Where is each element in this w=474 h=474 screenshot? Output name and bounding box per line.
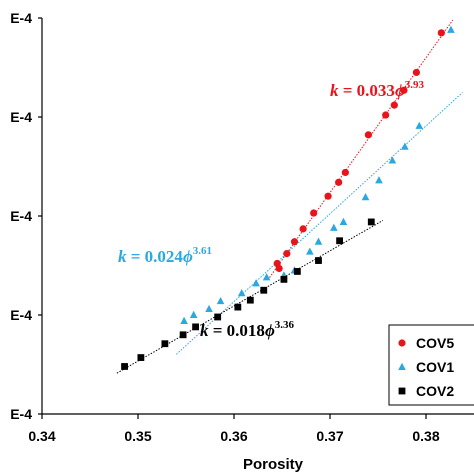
data-point (262, 273, 271, 281)
x-tick-label: 0.38 (412, 428, 439, 444)
legend-label-cov5: COV5 (416, 335, 454, 351)
data-point (415, 121, 424, 129)
data-point (161, 340, 169, 348)
data-points (121, 25, 455, 370)
data-point (306, 247, 314, 255)
data-point (375, 176, 383, 184)
data-point (252, 279, 260, 287)
data-point (205, 304, 213, 313)
data-point (341, 168, 349, 177)
data-point (179, 331, 187, 339)
legend-label-cov2: COV2 (416, 383, 454, 399)
data-point (260, 286, 268, 294)
legend: COV5 COV1 COV2 (388, 324, 474, 406)
data-point (192, 323, 199, 331)
data-point (310, 209, 318, 217)
data-point (290, 238, 299, 246)
legend-marker-cov2 (398, 387, 406, 395)
equation-cov1: k = 0.024ϕ3.61 (118, 245, 212, 266)
data-point (367, 218, 375, 226)
data-point (275, 264, 283, 273)
data-point (324, 192, 332, 200)
data-point (330, 223, 338, 231)
data-point (388, 156, 397, 164)
x-tick-label: 0.36 (220, 428, 247, 444)
y-tick-label: E-4 (10, 208, 32, 224)
x-tick-label: 0.34 (28, 428, 55, 444)
equation-cov5: k = 0.033ϕ3.93 (330, 79, 425, 100)
data-point (315, 257, 322, 264)
legend-marker-cov1 (398, 362, 406, 370)
data-point (121, 363, 128, 370)
x-tick-label: 0.35 (124, 428, 151, 444)
data-point (293, 268, 301, 275)
y-tick-label: E-4 (10, 406, 32, 422)
data-point (336, 237, 343, 245)
axes: 0.34 0.35 0.36 0.37 0.38 E-4 E-4 E-4 E-4 E-4 Poros… (10, 10, 474, 473)
data-point (400, 86, 408, 94)
data-point (364, 131, 372, 139)
data-point (447, 25, 455, 33)
data-point (299, 225, 307, 233)
x-axis-title: Porosity (243, 456, 304, 473)
y-tick-label: E-4 (10, 109, 32, 125)
legend-label-cov1: COV1 (416, 359, 454, 375)
data-point (237, 289, 246, 297)
data-point (216, 296, 225, 305)
equation-cov2: k = 0.018ϕ3.36 (200, 319, 295, 340)
data-point (280, 275, 288, 283)
data-point (234, 303, 242, 311)
data-point (314, 237, 323, 245)
fit-line-cov5 (269, 19, 454, 278)
data-point (390, 101, 398, 109)
data-point (339, 217, 348, 225)
y-tick-label: E-4 (10, 10, 32, 26)
data-point (283, 250, 291, 258)
data-point (180, 316, 188, 324)
equations: k = 0.033ϕ3.93 k = 0.024ϕ3.61 k = 0.018ϕ3.… (118, 79, 425, 340)
data-point (382, 111, 390, 119)
data-point (137, 354, 145, 361)
data-point (214, 313, 222, 321)
data-point (401, 142, 409, 150)
data-point (335, 178, 343, 186)
legend-marker-cov5 (398, 339, 406, 347)
y-tick-label: E-4 (10, 307, 32, 323)
data-point (361, 192, 370, 201)
data-point (189, 310, 198, 318)
x-tick-label: 0.37 (316, 428, 343, 444)
data-point (412, 68, 420, 77)
data-point (246, 296, 254, 304)
data-point (437, 29, 445, 37)
